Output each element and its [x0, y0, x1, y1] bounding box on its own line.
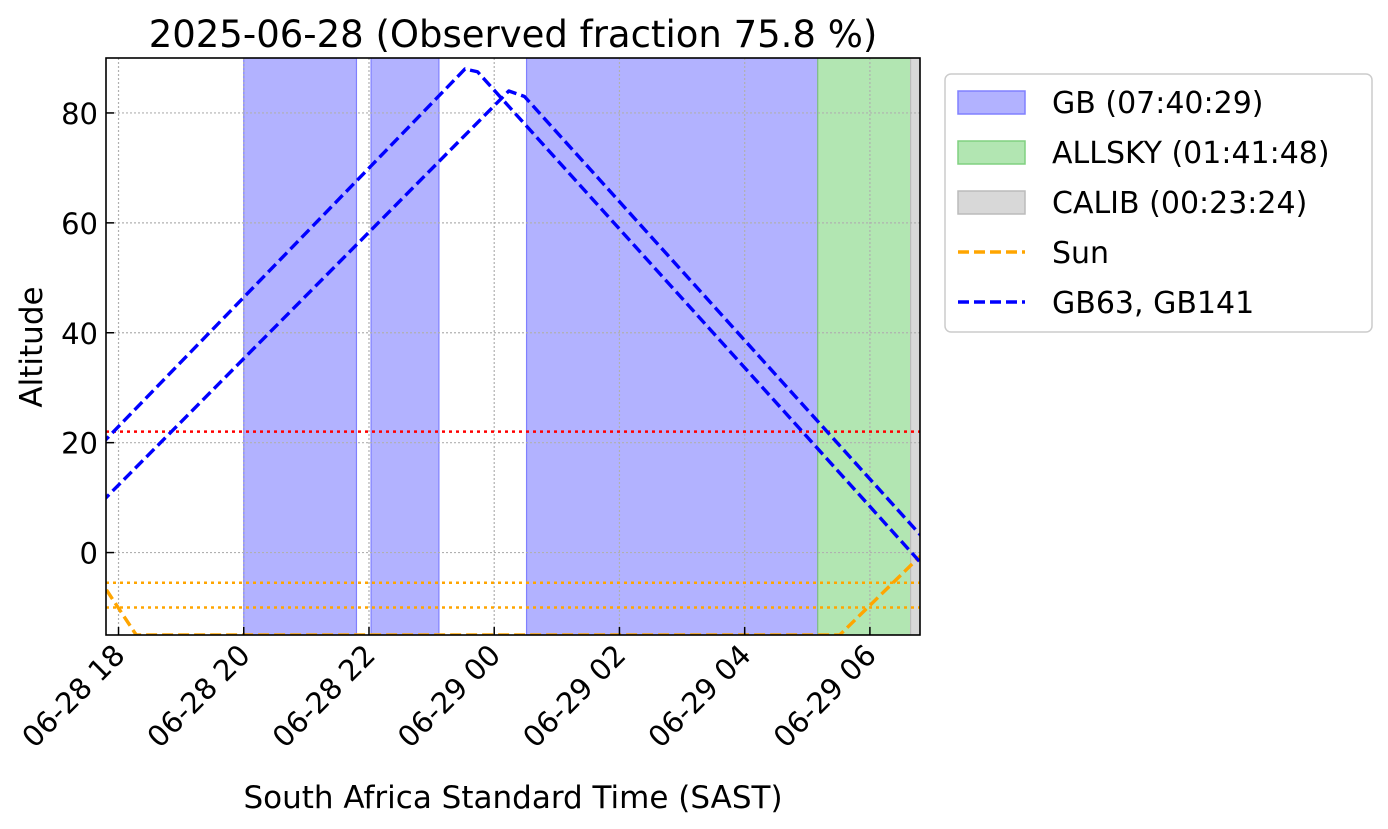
series-gb63-line [106, 67, 920, 565]
legend-label: GB63, GB141 [1052, 286, 1254, 321]
span-calib-4 [910, 58, 920, 635]
x-tick-label: 06-28 22 [266, 638, 382, 754]
series-gb141-line [106, 89, 920, 538]
series-sun-line [106, 553, 920, 635]
x-tick-label: 06-29 06 [767, 638, 883, 754]
threshold-lines [106, 430, 920, 609]
y-tick-label: 40 [61, 317, 98, 351]
legend-label: ALLSKY (01:41:48) [1052, 136, 1330, 171]
legend: GB (07:40:29) ALLSKY (01:41:48) CALIB (00:… [944, 73, 1373, 333]
legend-box [944, 73, 1373, 333]
x-tick-label: 06-29 02 [516, 638, 632, 754]
x-tick-label: 06-28 18 [15, 638, 131, 754]
x-axis-label: South Africa Standard Time (SAST) [243, 780, 782, 816]
span-allsky-3 [817, 58, 912, 635]
observation-spans [243, 58, 920, 635]
y-tick-label: 80 [61, 97, 98, 131]
altitude-curves [106, 67, 920, 635]
x-tick-label: 06-29 04 [641, 638, 757, 754]
legend-swatch [957, 90, 1026, 115]
chart-title: 2025-06-28 (Observed fraction 75.8 %) [149, 13, 878, 56]
legend-label: CALIB (00:23:24) [1052, 186, 1307, 221]
legend-label: Sun [1052, 236, 1109, 271]
legend-swatch [957, 140, 1026, 165]
x-tick-label: 06-29 00 [391, 638, 507, 754]
plot-frame [105, 57, 921, 636]
grid [106, 58, 920, 635]
span-gb-1 [370, 58, 440, 635]
legend-label: GB (07:40:29) [1052, 86, 1264, 121]
y-tick-label: 20 [61, 427, 98, 461]
y-tick-label: 0 [80, 537, 98, 571]
y-tick-label: 60 [61, 207, 98, 241]
x-tick-label: 06-28 20 [140, 638, 256, 754]
y-axis-label: Altitude [14, 286, 50, 407]
legend-swatch [957, 190, 1026, 215]
span-gb-0 [243, 58, 358, 635]
span-gb-2 [525, 58, 819, 635]
